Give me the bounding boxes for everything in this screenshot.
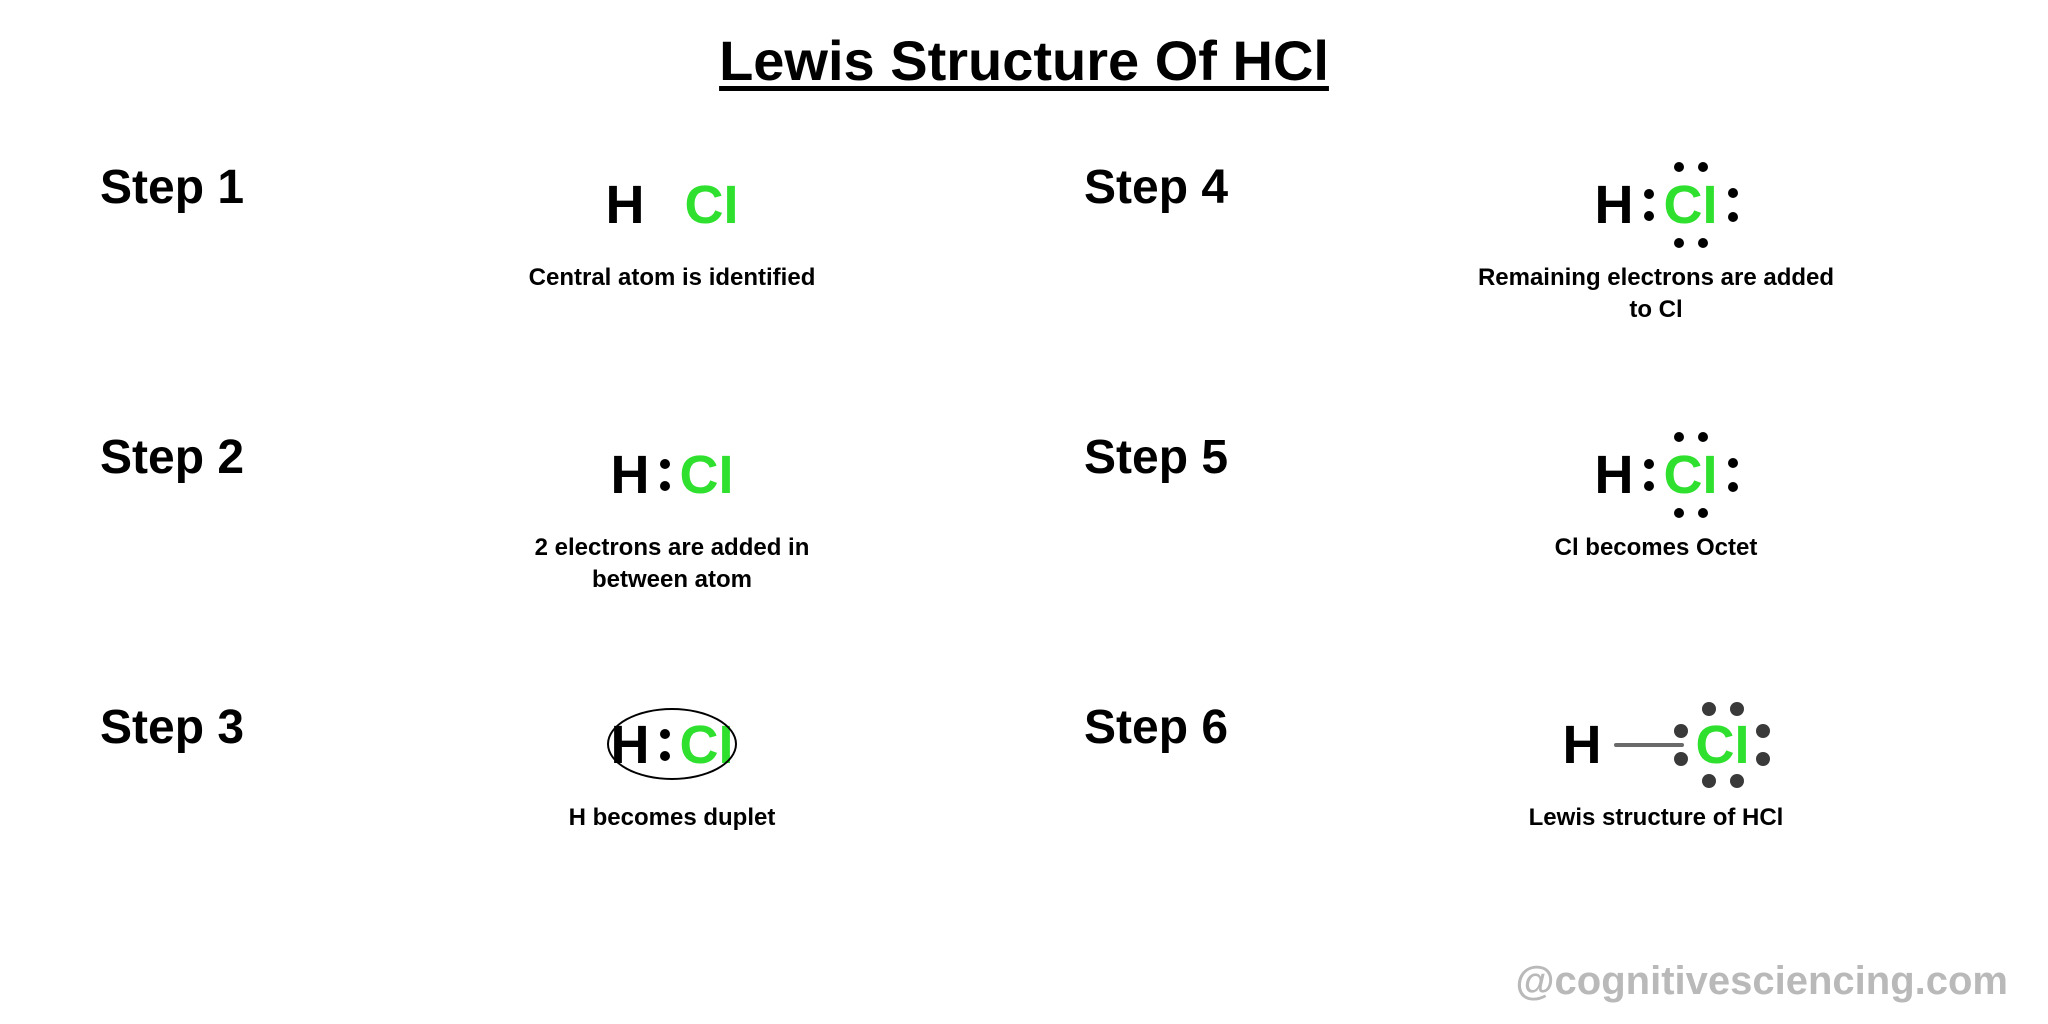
lone-pair-left bbox=[1674, 724, 1688, 766]
caption: Cl becomes Octet bbox=[1555, 532, 1758, 564]
electron-dot bbox=[1644, 211, 1654, 221]
lone-pair-bottom bbox=[1674, 238, 1708, 248]
atom-cl: CI bbox=[685, 174, 739, 236]
electron-dot bbox=[660, 729, 670, 739]
atom-cl: CI bbox=[1664, 175, 1718, 235]
step-1: Step 1 H CI Central atom is identified bbox=[60, 130, 1004, 390]
molecule-step-1: H CI bbox=[606, 160, 739, 250]
lone-pair-right bbox=[1728, 458, 1738, 492]
electron-dot bbox=[1644, 481, 1654, 491]
lone-pair-top bbox=[1702, 702, 1744, 716]
steps-grid: Step 1 H CI Central atom is identified S… bbox=[60, 130, 1988, 930]
atom-h: H bbox=[1595, 444, 1634, 506]
lone-pair-bottom bbox=[1702, 774, 1744, 788]
bond-electron-pair bbox=[1644, 459, 1654, 491]
step-label: Step 4 bbox=[1044, 160, 1324, 215]
atom-cl: CI bbox=[680, 444, 734, 506]
lone-pair-bottom bbox=[1674, 508, 1708, 518]
electron-dot bbox=[1644, 189, 1654, 199]
step-label: Step 5 bbox=[1044, 430, 1324, 485]
cl-with-lone-pairs: CI bbox=[1664, 174, 1718, 236]
watermark: @cognitivesciencing.com bbox=[1516, 959, 2008, 1004]
lone-pair-top bbox=[1674, 432, 1708, 442]
atom-h: H bbox=[606, 174, 645, 236]
molecule-step-4: H CI bbox=[1595, 160, 1718, 250]
electron-dot bbox=[660, 751, 670, 761]
step-2: Step 2 H CI 2 electrons are added in bet… bbox=[60, 400, 1004, 660]
step-6: Step 6 H CI Lewis structure of HCl bbox=[1044, 670, 1988, 930]
bond-electron-pair bbox=[660, 459, 670, 491]
atom-h: H bbox=[611, 714, 650, 776]
molecule-step-5: H CI bbox=[1595, 430, 1718, 520]
electron-dot bbox=[660, 481, 670, 491]
bond-electron-pair bbox=[660, 729, 670, 761]
electron-dot bbox=[1644, 459, 1654, 469]
molecule-step-3: H CI bbox=[611, 700, 734, 790]
caption: H becomes duplet bbox=[569, 802, 776, 834]
caption: Remaining electrons are added to Cl bbox=[1476, 262, 1836, 327]
atom-cl: CI bbox=[1696, 715, 1750, 775]
caption: Lewis structure of HCl bbox=[1529, 802, 1784, 834]
bond-electron-pair bbox=[1644, 189, 1654, 221]
lone-pair-right bbox=[1728, 188, 1738, 222]
electron-dot bbox=[660, 459, 670, 469]
diagram-step-4: H CI Remaining electrons are added to Cl bbox=[1324, 160, 1988, 327]
molecule-step-6: H CI bbox=[1563, 700, 1750, 790]
atom-h: H bbox=[611, 444, 650, 506]
page-title: Lewis Structure Of HCl bbox=[0, 0, 2048, 93]
lone-pair-right bbox=[1756, 724, 1770, 766]
step-4: Step 4 H CI Remaining electrons are adde… bbox=[1044, 130, 1988, 390]
caption: 2 electrons are added in between atom bbox=[492, 532, 852, 597]
atom-cl: CI bbox=[680, 714, 734, 776]
atom-cl: CI bbox=[1664, 445, 1718, 505]
step-5: Step 5 H CI Cl becomes Octet bbox=[1044, 400, 1988, 660]
lone-pair-top bbox=[1674, 162, 1708, 172]
diagram-step-1: H CI Central atom is identified bbox=[340, 160, 1004, 294]
step-label: Step 3 bbox=[60, 700, 340, 755]
cl-with-lone-pairs: CI bbox=[1664, 444, 1718, 506]
diagram-step-5: H CI Cl becomes Octet bbox=[1324, 430, 1988, 564]
caption: Central atom is identified bbox=[529, 262, 816, 294]
atom-h: H bbox=[1595, 174, 1634, 236]
step-label: Step 1 bbox=[60, 160, 340, 215]
step-label: Step 6 bbox=[1044, 700, 1324, 755]
atom-h: H bbox=[1563, 714, 1602, 776]
step-3: Step 3 H CI H becomes duplet bbox=[60, 670, 1004, 930]
diagram-step-3: H CI H becomes duplet bbox=[340, 700, 1004, 834]
diagram-step-2: H CI 2 electrons are added in between at… bbox=[340, 430, 1004, 597]
cl-with-lone-pairs: CI bbox=[1696, 714, 1750, 776]
molecule-step-2: H CI bbox=[611, 430, 734, 520]
diagram-step-6: H CI Lewis structure of HCl bbox=[1324, 700, 1988, 834]
step-label: Step 2 bbox=[60, 430, 340, 485]
